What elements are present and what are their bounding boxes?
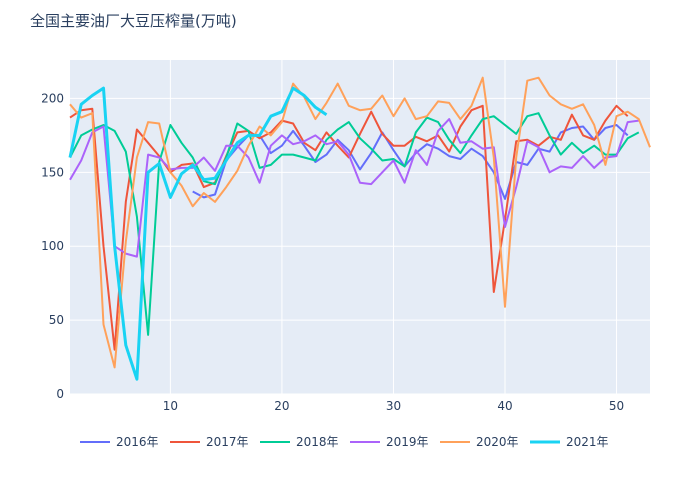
- chart-title: 全国主要油厂大豆压榨量(万吨): [30, 12, 237, 30]
- legend-label-2: 2018年: [296, 435, 339, 449]
- series-lines: [68, 76, 651, 381]
- y-tick-label: 100: [41, 239, 64, 253]
- plot-area: [70, 60, 650, 394]
- y-tick-label: 0: [56, 387, 64, 401]
- series-line-0: [192, 124, 629, 200]
- y-axis-ticks: 0 50 100 150 200: [41, 91, 64, 401]
- legend-label-0: 2016年: [116, 435, 159, 449]
- x-tick-label: 10: [163, 399, 178, 413]
- x-tick-label: 40: [497, 399, 512, 413]
- y-tick-label: 150: [41, 165, 64, 179]
- legend: 2016年 2017年 2018年 2019年 2020年 2021年: [80, 435, 609, 449]
- grid-lines: [70, 60, 650, 395]
- x-axis-ticks: 10 20 30 40 50: [163, 399, 624, 413]
- legend-label-5: 2021年: [566, 435, 609, 449]
- series-line-3: [69, 118, 639, 258]
- legend-label-3: 2019年: [386, 435, 429, 449]
- y-tick-label: 200: [41, 91, 64, 105]
- x-tick-label: 50: [609, 399, 624, 413]
- x-tick-label: 30: [386, 399, 401, 413]
- legend-label-1: 2017年: [206, 435, 249, 449]
- legend-label-4: 2020年: [476, 435, 519, 449]
- y-tick-label: 50: [49, 313, 64, 327]
- x-tick-label: 20: [274, 399, 289, 413]
- series-line-4: [69, 76, 651, 369]
- series-line-5: [68, 86, 328, 381]
